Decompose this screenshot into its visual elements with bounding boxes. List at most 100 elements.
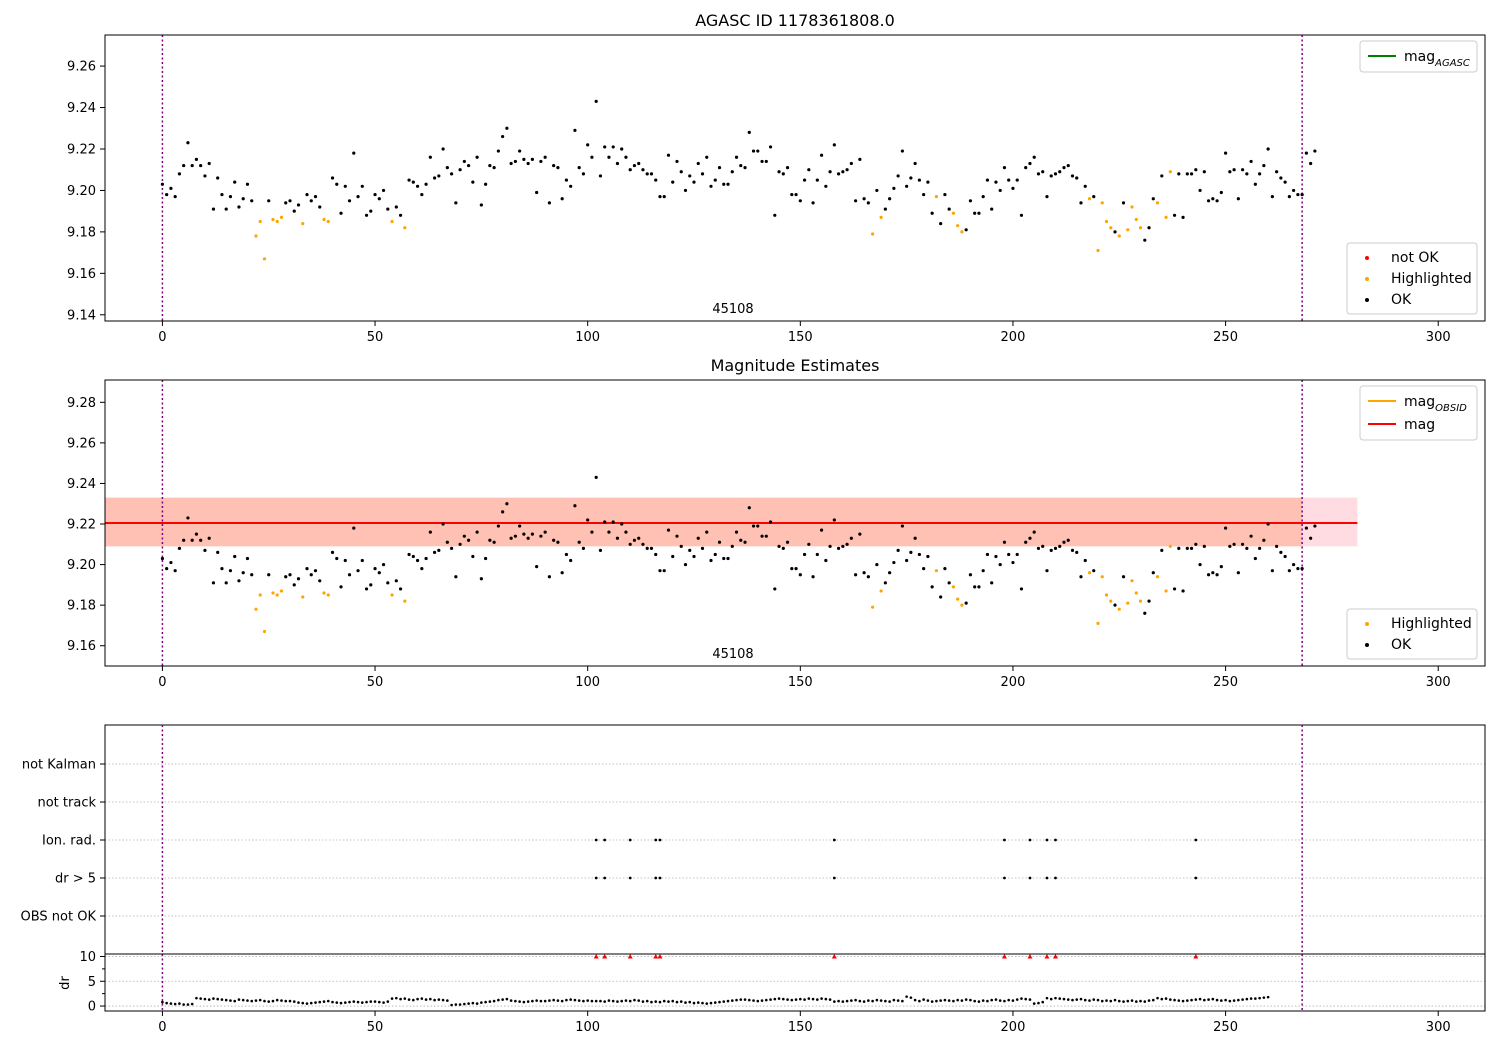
mag-point: [415, 184, 420, 188]
x-tick-label: 200: [1001, 330, 1026, 345]
legend-point-swatch: [1365, 256, 1369, 260]
mag-point: [1002, 540, 1007, 544]
dr-point: [1088, 999, 1091, 1002]
mag-point: [998, 188, 1002, 193]
mag-point: [518, 524, 522, 528]
mag-point: [828, 544, 832, 548]
mag-point: [173, 195, 177, 199]
flag-point: [654, 838, 658, 842]
dr-point: [603, 1000, 606, 1003]
mag-point: [484, 556, 488, 561]
dr-point: [220, 998, 224, 1001]
dr-point: [939, 999, 942, 1002]
mag-point: [854, 573, 858, 577]
mag-point: [1177, 172, 1181, 176]
dr-point: [1096, 998, 1100, 1002]
mag-point: [615, 536, 620, 540]
dr-point: [735, 998, 738, 1002]
mag-point: [207, 536, 211, 540]
dr-point: [382, 1001, 385, 1004]
mag-point: [683, 188, 688, 193]
mag-point: [649, 546, 654, 550]
mag-point: [611, 145, 615, 149]
dr-point: [1262, 996, 1266, 999]
mag-point: [1143, 238, 1147, 242]
mag-point: [662, 569, 666, 573]
mag-point: [1215, 199, 1219, 203]
mag-point: [1019, 213, 1024, 217]
mag-point: [611, 520, 615, 524]
mag-point: [530, 532, 534, 536]
mag-point: [794, 192, 798, 197]
mag-point: [836, 546, 841, 550]
mag-point: [445, 166, 449, 170]
mag-point: [973, 211, 977, 215]
mag-point: [420, 192, 424, 197]
dr-point: [1211, 997, 1215, 1001]
mag-point: [1070, 174, 1075, 178]
mag-point: [1049, 548, 1053, 552]
mag-point: [675, 159, 679, 164]
mag-point: [1134, 217, 1138, 222]
dr-point: [267, 1000, 271, 1003]
mag-point: [194, 157, 199, 161]
mag-point: [288, 199, 292, 203]
dr-point: [764, 998, 768, 1002]
mag-point: [1287, 195, 1291, 199]
dr-point: [305, 1002, 309, 1005]
dr-point: [654, 1000, 658, 1003]
dr-point: [782, 997, 785, 1001]
dr-point: [1130, 999, 1134, 1002]
mag-point: [696, 536, 700, 540]
dr-point: [458, 1003, 462, 1006]
mag-point: [654, 552, 658, 557]
dr-point: [905, 995, 908, 998]
dr-point: [399, 997, 402, 1001]
mag-point: [458, 542, 462, 546]
mag-point: [569, 184, 573, 188]
dr-point: [769, 998, 772, 1001]
mag-point: [692, 554, 696, 559]
mag-point: [330, 176, 335, 180]
mag-point: [356, 195, 360, 199]
mag-point: [926, 554, 930, 559]
dr-point: [688, 1000, 692, 1004]
mag-point: [577, 166, 581, 170]
mag-point: [730, 170, 734, 174]
mag-point: [688, 548, 692, 552]
mag-point: [245, 556, 250, 561]
flag-point: [1028, 838, 1032, 842]
mag-point: [233, 180, 237, 184]
dr-panel: 0 5 10 dr 0 50 100 150 200 250 300: [58, 950, 1486, 1035]
mag-point: [645, 172, 649, 176]
dr-point: [1122, 1000, 1125, 1003]
dr-point: [343, 1001, 347, 1004]
mag-point: [292, 209, 296, 213]
mag-point: [777, 544, 781, 548]
mag-point: [654, 178, 658, 182]
mag-point: [598, 174, 603, 178]
mag-point: [1151, 571, 1155, 575]
obsid-label: 45108: [712, 647, 753, 662]
dr-point: [471, 1001, 475, 1005]
mag-point: [564, 178, 569, 182]
mag-point: [764, 159, 768, 164]
mag-point: [1164, 589, 1168, 593]
mag-point: [939, 221, 943, 226]
mag-point: [790, 567, 794, 571]
dr-point: [1249, 997, 1253, 1000]
dr-point: [369, 1000, 373, 1003]
dr-point: [437, 998, 441, 1001]
dr-point: [1109, 999, 1113, 1003]
dr-point: [901, 999, 904, 1003]
legend-line-label: magAGASC: [1404, 49, 1470, 69]
mag-point: [296, 203, 301, 207]
mag-point: [1104, 219, 1109, 224]
dr-point: [297, 1001, 300, 1004]
mag-point: [322, 217, 326, 222]
y-tick-label: 9.24: [67, 101, 96, 116]
mag-point: [1130, 205, 1134, 209]
dr-point: [1198, 997, 1202, 1001]
mag-point: [1223, 151, 1228, 155]
mag-point: [717, 540, 722, 544]
